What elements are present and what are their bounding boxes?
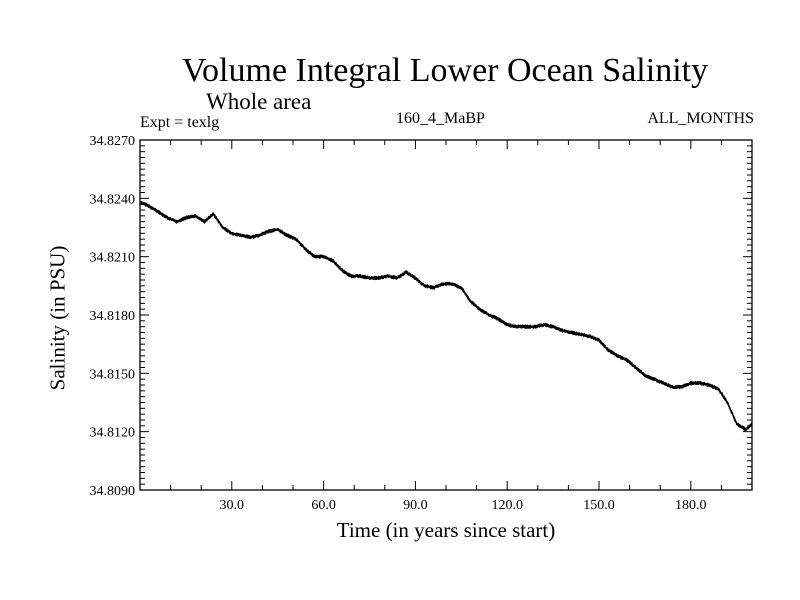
y-tick-label: 34.8120 (90, 426, 136, 441)
y-tick-label: 34.8240 (90, 192, 136, 207)
months-label: ALL_MONTHS (647, 110, 754, 127)
chart-title: Volume Integral Lower Ocean Salinity (181, 52, 709, 89)
y-tick-label: 34.8270 (90, 134, 136, 149)
x-tick-label: 60.0 (311, 498, 336, 513)
y-tick-label: 34.8180 (90, 309, 136, 324)
salinity-series-line (139, 200, 753, 432)
plot-frame (139, 139, 753, 491)
y-tick-label: 34.8090 (90, 484, 136, 499)
x-axis-label: Time (in years since start) (336, 518, 556, 542)
y-tick-label: 34.8210 (90, 251, 136, 266)
experiment-name: 160_4_MaBP (396, 110, 485, 127)
x-tick-label: 180.0 (675, 498, 707, 513)
y-axis-label: Salinity (in PSU) (45, 245, 70, 391)
chart-subtitle: Whole area (206, 89, 312, 114)
x-tick-label: 150.0 (583, 498, 615, 513)
y-tick-label: 34.8150 (90, 367, 136, 382)
x-tick-label: 120.0 (491, 498, 523, 513)
x-tick-label: 30.0 (220, 498, 245, 513)
experiment-label: Expt = texlg (140, 114, 220, 131)
x-tick-label: 90.0 (403, 498, 428, 513)
